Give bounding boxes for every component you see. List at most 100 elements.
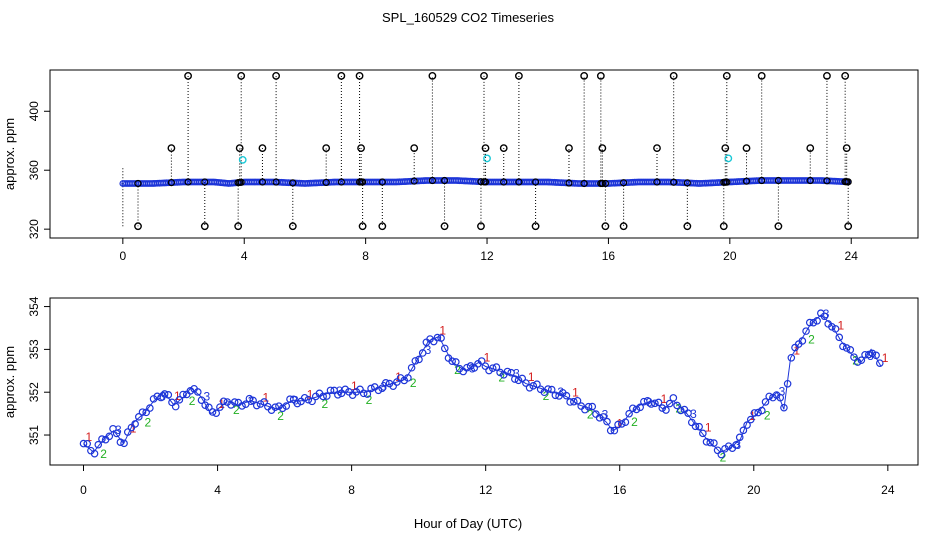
series-glyph: 3 bbox=[380, 380, 387, 394]
series-point bbox=[404, 374, 412, 382]
series-point bbox=[112, 429, 121, 438]
series-point bbox=[407, 363, 416, 372]
spike-point bbox=[167, 144, 176, 153]
series-point bbox=[492, 363, 501, 371]
series-point bbox=[595, 414, 604, 422]
series-point bbox=[828, 322, 836, 331]
bottom-y-tick-label: 351 bbox=[27, 425, 41, 445]
series-point bbox=[105, 432, 114, 441]
series-point bbox=[853, 358, 862, 366]
series-glyph: 1 bbox=[130, 422, 137, 436]
series-point bbox=[205, 403, 213, 412]
series-point bbox=[463, 363, 471, 372]
spike-origin bbox=[565, 179, 573, 187]
series-point bbox=[621, 418, 630, 426]
series-point bbox=[835, 333, 844, 342]
series-point bbox=[798, 337, 807, 345]
series-point bbox=[628, 404, 637, 413]
spike-origin bbox=[620, 179, 628, 187]
series-point bbox=[319, 392, 327, 401]
series-point bbox=[551, 391, 560, 400]
series-point bbox=[850, 353, 858, 361]
series-glyph: 2 bbox=[454, 363, 461, 377]
series-glyph: 2 bbox=[587, 407, 594, 421]
spike-point bbox=[322, 144, 331, 153]
spike-origin bbox=[670, 178, 678, 186]
series-point bbox=[433, 333, 442, 342]
series-glyph: 2 bbox=[852, 354, 859, 368]
series-point bbox=[138, 408, 147, 416]
series-glyph: 3 bbox=[115, 423, 122, 437]
series-glyph: 2 bbox=[764, 408, 771, 422]
series-point bbox=[304, 395, 313, 404]
series-point bbox=[570, 397, 578, 406]
series-glyph: 1 bbox=[439, 324, 446, 338]
spike-point bbox=[565, 144, 573, 153]
series-point bbox=[809, 318, 818, 327]
series-point bbox=[382, 379, 390, 387]
spike-point bbox=[653, 144, 661, 153]
spike-point bbox=[722, 71, 731, 80]
series-point bbox=[739, 426, 748, 435]
series-point bbox=[131, 420, 139, 428]
series-glyph: 2 bbox=[321, 397, 328, 411]
spike-point bbox=[272, 71, 281, 80]
series-point bbox=[765, 392, 774, 401]
spike-point bbox=[481, 144, 490, 153]
series-point bbox=[754, 408, 762, 417]
series-point bbox=[193, 388, 202, 396]
spike-point bbox=[337, 71, 346, 80]
series-glyph: 1 bbox=[882, 351, 889, 365]
series-point bbox=[599, 413, 608, 421]
series-point bbox=[330, 386, 338, 395]
series-point bbox=[632, 405, 641, 414]
series-point bbox=[79, 439, 88, 448]
spike-point bbox=[440, 222, 449, 231]
spike-origin bbox=[531, 178, 540, 186]
series-point bbox=[123, 428, 132, 436]
series-glyph: 1 bbox=[528, 370, 535, 384]
spike-point bbox=[823, 71, 831, 80]
series-point bbox=[275, 402, 283, 410]
series-glyph: 1 bbox=[838, 318, 845, 332]
series-point bbox=[323, 392, 331, 400]
series-point bbox=[252, 401, 261, 410]
spike-point bbox=[683, 222, 692, 231]
series-glyph: 2 bbox=[808, 332, 815, 346]
series-point bbox=[702, 438, 711, 446]
spike-origin bbox=[378, 178, 386, 186]
spike-point bbox=[742, 144, 751, 153]
bottom-y-tick-label: 353 bbox=[27, 339, 41, 359]
spike-point bbox=[357, 144, 365, 153]
series-point bbox=[219, 397, 228, 406]
series-point bbox=[713, 446, 722, 455]
series-point bbox=[617, 420, 626, 428]
spike-point bbox=[669, 71, 678, 80]
spike-point bbox=[428, 71, 437, 80]
top-x-tick-label: 12 bbox=[480, 249, 494, 263]
series-point bbox=[684, 409, 692, 417]
bottom-x-tick-label: 24 bbox=[881, 483, 895, 497]
series-point bbox=[544, 385, 552, 393]
series-point bbox=[94, 440, 103, 449]
series-point bbox=[175, 396, 184, 404]
series-glyph: 1 bbox=[572, 386, 579, 400]
top-x-tick-label: 24 bbox=[845, 249, 859, 263]
spike-origin bbox=[481, 178, 490, 186]
top-x-tick-label: 20 bbox=[723, 249, 737, 263]
series-point bbox=[813, 316, 821, 325]
top-x-tick-label: 0 bbox=[119, 249, 126, 263]
series-glyph: 2 bbox=[144, 415, 151, 429]
spike-point bbox=[355, 71, 364, 80]
spike-origin bbox=[806, 176, 814, 185]
series-point bbox=[699, 429, 707, 438]
series-point bbox=[286, 395, 294, 403]
spike-point bbox=[601, 222, 610, 231]
series-glyph: 1 bbox=[705, 421, 712, 435]
bottom-y-tick-label: 354 bbox=[27, 296, 41, 316]
series-point bbox=[197, 396, 206, 404]
series-point bbox=[168, 398, 176, 407]
spike-point bbox=[774, 222, 783, 231]
series-point bbox=[606, 426, 615, 435]
